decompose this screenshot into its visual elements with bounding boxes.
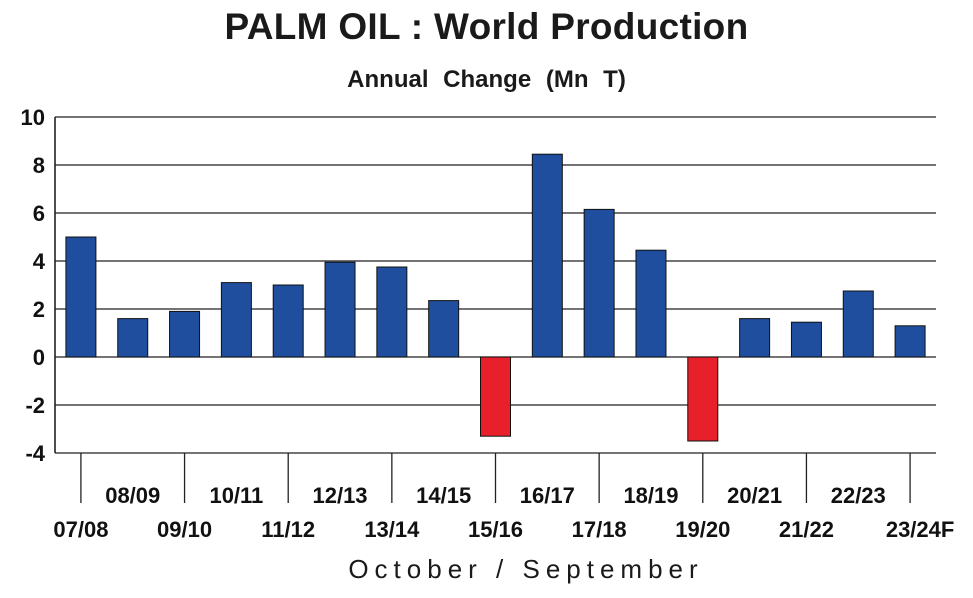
x-tick-label: 19/20 xyxy=(675,517,730,542)
x-tick-label: 09/10 xyxy=(157,517,212,542)
bar xyxy=(272,284,304,358)
bar xyxy=(376,266,408,358)
y-tick-label: 2 xyxy=(33,297,45,322)
y-tick-label: 10 xyxy=(21,105,45,130)
x-tick-label: 13/14 xyxy=(364,517,420,542)
x-axis-label: October / September xyxy=(348,554,704,584)
bar xyxy=(739,318,771,358)
bar xyxy=(117,318,149,358)
x-tick-label: 23/24F xyxy=(886,517,955,542)
x-tick-label: 22/23 xyxy=(831,483,886,508)
x-tick-label: 11/12 xyxy=(261,517,315,542)
y-tick-label: 4 xyxy=(33,249,46,274)
x-tick-label: 07/08 xyxy=(53,517,108,542)
bar xyxy=(169,310,201,358)
bar xyxy=(790,321,822,358)
x-tick-label: 17/18 xyxy=(572,517,627,542)
bar xyxy=(65,236,97,358)
bar xyxy=(324,261,356,358)
bar xyxy=(842,290,874,358)
bar xyxy=(894,325,926,358)
chart-title: PALM OIL : World Production xyxy=(224,6,749,47)
y-tick-label: 8 xyxy=(33,153,45,178)
x-tick-label: 18/19 xyxy=(623,483,678,508)
bar xyxy=(635,249,667,358)
x-tick-label: 21/22 xyxy=(779,517,834,542)
x-tick-label: 10/11 xyxy=(209,483,263,508)
chart-subtitle: Annual Change (Mn T) xyxy=(347,66,626,93)
bar xyxy=(220,282,252,358)
x-tick-label: 16/17 xyxy=(520,483,575,508)
y-tick-label: -4 xyxy=(25,441,45,466)
y-tick-label: 6 xyxy=(33,201,45,226)
bar xyxy=(480,356,511,437)
y-tick-label: -2 xyxy=(25,393,45,418)
x-tick-label: 08/09 xyxy=(105,483,160,508)
x-tick-label: 14/15 xyxy=(416,483,471,508)
bar xyxy=(583,208,615,358)
x-tick-label: 12/13 xyxy=(312,483,367,508)
x-tick-label: 15/16 xyxy=(468,517,523,542)
bar xyxy=(687,356,719,442)
bar xyxy=(531,153,563,358)
y-tick-label: 0 xyxy=(33,345,45,370)
x-tick-label: 20/21 xyxy=(727,483,782,508)
bar xyxy=(428,300,460,358)
